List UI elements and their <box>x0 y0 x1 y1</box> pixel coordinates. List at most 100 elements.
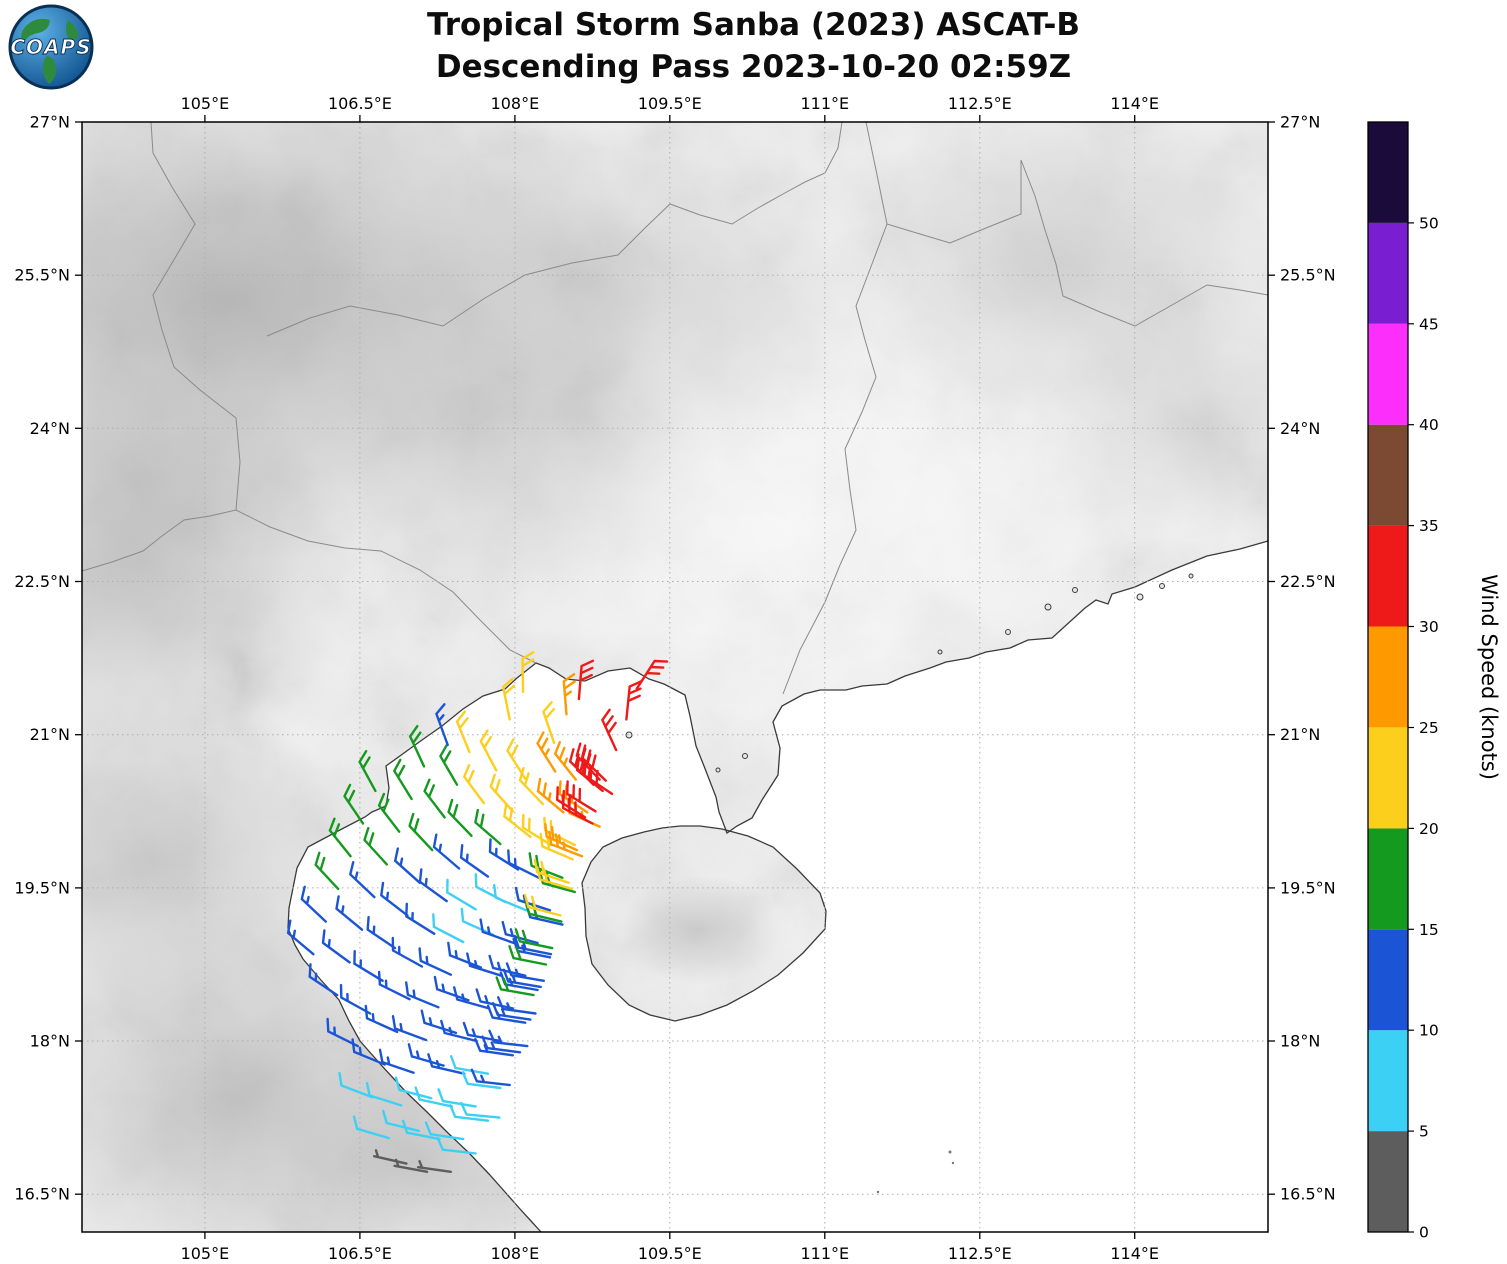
lat-tick-label-left: 25.5°N <box>14 266 70 285</box>
wind-barb <box>583 761 614 796</box>
colorbar-tick-label: 50 <box>1419 214 1439 232</box>
wind-barb <box>474 1037 514 1057</box>
wind-barb <box>394 847 421 884</box>
lat-tick-label-right: 16.5°N <box>1280 1185 1336 1204</box>
wind-barb <box>463 764 486 805</box>
wind-barb <box>373 1149 408 1165</box>
colorbar-ticks: 0 5 10 15 20 25 30 35 40 45 50 <box>1408 214 1439 1242</box>
wind-barb <box>343 783 365 825</box>
wind-barb <box>321 929 351 964</box>
wind-barb <box>424 1121 465 1141</box>
wind-barb <box>353 950 384 982</box>
colorbar-segment <box>1368 626 1408 728</box>
wind-barb <box>408 812 434 852</box>
colorbar-segment <box>1368 929 1408 1031</box>
lon-tick-label-bottom: 105°E <box>181 1244 230 1263</box>
wind-barb <box>577 659 595 701</box>
wind-barb <box>536 731 557 773</box>
wind-barb <box>405 981 440 1009</box>
colorbar-segment <box>1368 1030 1408 1132</box>
logo-text: COAPS <box>10 35 91 59</box>
colorbar-segment <box>1368 828 1408 930</box>
islands <box>625 573 1194 773</box>
wind-barb <box>335 895 364 931</box>
admin-borders <box>81 121 1269 695</box>
lon-tick-label-bottom: 112.5°E <box>948 1244 1012 1263</box>
lon-tick-label-bottom: 114°E <box>1110 1244 1159 1263</box>
lon-tick-label-top: 112.5°E <box>948 94 1012 113</box>
wind-barb <box>481 1035 522 1054</box>
colorbar-tick-label: 15 <box>1419 921 1439 939</box>
wind-barb <box>308 963 339 997</box>
wind-barb <box>391 936 424 968</box>
colorbar-tick-label: 40 <box>1419 416 1439 434</box>
globe-land-shape <box>65 20 79 40</box>
wind-barb <box>635 659 669 690</box>
wind-barb <box>562 673 576 716</box>
lat-tick-label-left: 19.5°N <box>14 878 70 897</box>
wind-barb <box>378 1048 415 1074</box>
wind-barb <box>475 988 514 1010</box>
wind-barb <box>521 813 553 847</box>
wind-barb <box>488 1029 529 1048</box>
wind-barb <box>328 817 352 858</box>
wind-barb <box>533 858 570 884</box>
wind-barb <box>491 1002 532 1021</box>
colorbar-tick-label: 35 <box>1419 517 1439 535</box>
wind-barb <box>377 970 411 1001</box>
wind-barb <box>363 826 388 866</box>
wind-barb <box>479 918 515 945</box>
wind-barb <box>418 868 448 903</box>
wind-barb <box>416 1160 452 1173</box>
wind-barb <box>479 729 498 772</box>
lon-tick-label-top: 109.5°E <box>638 94 702 113</box>
axis-labels: 105°E 105°E 106.5°E 106.5°E 108°E 108°E 109.5°… <box>14 94 1335 1263</box>
colorbar-tick-label: 0 <box>1419 1224 1429 1242</box>
wind-barb <box>502 677 516 721</box>
wind-barb <box>554 741 577 781</box>
wind-barb <box>449 1104 490 1122</box>
wind-barb <box>405 902 436 935</box>
colorbar-tick-label: 10 <box>1419 1022 1439 1040</box>
wind-barb <box>518 767 544 806</box>
lat-tick-label-right: 24°N <box>1280 419 1320 438</box>
colorbar: 0 5 10 15 20 25 30 35 40 45 50 Wind Speed (knots) <box>1367 121 1501 1242</box>
wind-barb <box>365 1082 403 1107</box>
wind-barb <box>474 808 502 846</box>
wind-barb <box>507 849 540 879</box>
wind-barb <box>568 748 595 786</box>
lon-tick-label-bottom: 106.5°E <box>328 1244 392 1263</box>
sea-specks <box>876 1150 955 1194</box>
lat-tick-label-right: 25.5°N <box>1280 266 1336 285</box>
lon-tick-label-top: 105°E <box>181 94 230 113</box>
wind-barb <box>393 758 413 801</box>
lat-tick-label-right: 22.5°N <box>1280 572 1336 591</box>
wind-barb <box>358 750 377 793</box>
lat-tick-label-left: 24°N <box>30 419 70 438</box>
lon-tick-label-top: 111°E <box>800 94 849 113</box>
wind-barb <box>393 1158 429 1173</box>
wind-barb <box>432 913 465 944</box>
globe-land-shape <box>43 56 56 84</box>
wind-barb <box>625 680 643 721</box>
coastline-hainan <box>581 825 827 1022</box>
wind-barb <box>566 780 597 813</box>
wind-barb <box>440 1019 478 1043</box>
wind-barb <box>286 919 315 956</box>
lat-tick-label-left: 16.5°N <box>14 1185 70 1204</box>
lat-tick-label-left: 18°N <box>30 1032 70 1051</box>
wind-barb <box>352 1115 390 1140</box>
colorbar-label: Wind Speed (knots) <box>1477 574 1501 780</box>
plot-frame <box>81 121 1269 1233</box>
lon-tick-label-top: 106.5°E <box>328 94 392 113</box>
wind-barb <box>495 976 535 997</box>
wind-barb <box>338 1072 374 1099</box>
wind-barb <box>489 773 514 813</box>
wind-barb <box>382 1109 420 1133</box>
lat-tick-label-right: 19.5°N <box>1280 878 1336 897</box>
wind-barb <box>401 1119 441 1141</box>
wind-barb <box>466 952 503 977</box>
colorbar-tick-label: 20 <box>1419 820 1439 838</box>
